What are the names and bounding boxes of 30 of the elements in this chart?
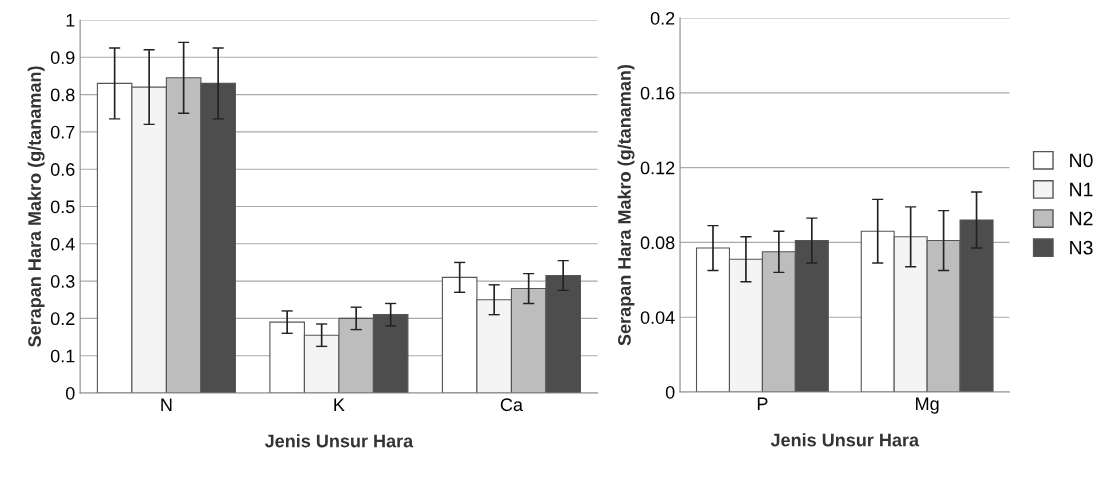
y-tick-label: 0.12 xyxy=(640,161,675,175)
y-tick-label: 0.4 xyxy=(50,237,75,251)
y-tick-label: 0.04 xyxy=(640,311,675,324)
y-tick-label: 0.2 xyxy=(650,11,675,25)
y-tick-label: 0.8 xyxy=(50,88,75,102)
x-tick-label: P xyxy=(757,397,768,410)
x-axis-title: Jenis Unsur Hara xyxy=(264,434,414,448)
y-tick-label: 0.5 xyxy=(50,200,75,214)
x-tick-label: N xyxy=(161,398,172,411)
legend-label: N2 xyxy=(1070,211,1093,226)
y-axis-title: Serapan Hara Makro (g/tanaman) xyxy=(617,64,635,346)
y-tick-label: 0.2 xyxy=(50,312,75,326)
legend-label: N1 xyxy=(1070,182,1093,197)
x-tick-label: Ca xyxy=(500,398,523,412)
legend-label: N0 xyxy=(1070,153,1093,168)
y-tick-label: 0.6 xyxy=(50,163,75,176)
y-tick-label: 0 xyxy=(665,385,675,399)
y-tick-label: 0.3 xyxy=(50,275,75,288)
y-tick-label: 1 xyxy=(66,14,75,27)
y-tick-label: 0.1 xyxy=(50,349,75,363)
x-axis-title: Jenis Unsur Hara xyxy=(770,433,920,447)
y-tick-label: 0.9 xyxy=(50,51,75,64)
y-axis-title: Serapan Hara Makro (g/tanaman) xyxy=(27,66,45,347)
x-tick-label: Mg xyxy=(916,397,939,414)
y-tick-label: 0.08 xyxy=(640,236,675,250)
legend-label: N3 xyxy=(1070,240,1093,255)
y-tick-label: 0 xyxy=(65,386,75,400)
y-tick-label: 0.7 xyxy=(50,125,75,139)
x-tick-label: K xyxy=(334,398,345,411)
y-tick-label: 0.16 xyxy=(640,86,675,100)
